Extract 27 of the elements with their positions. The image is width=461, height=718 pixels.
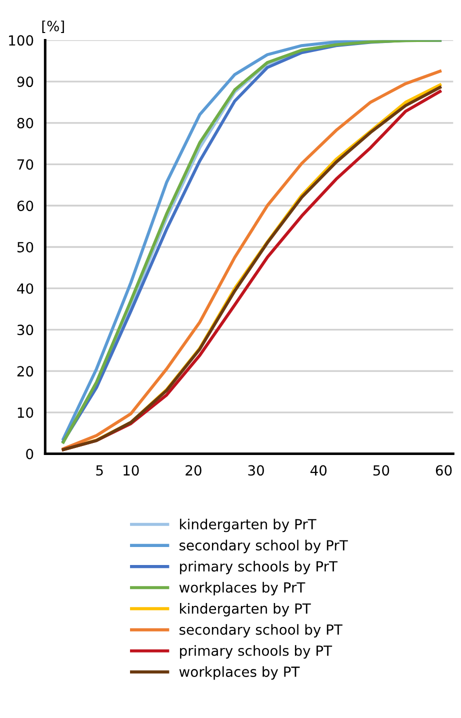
legend-label: secondary school by PrT [180,540,348,554]
y-tick-label: 100 [9,35,34,46]
y-tick-label: 70 [18,159,34,170]
x-tick-label: 10 [124,465,139,476]
y-tick-label: 90 [17,76,34,88]
legend-label: kindergarten by PrT [180,518,316,532]
y-axis-title: [%] [42,20,64,33]
y-tick-label: 20 [17,366,34,377]
y-tick-label: 60 [17,200,34,212]
x-tick-label: 40 [310,465,327,476]
x-tick-label: 60 [436,465,452,476]
y-tick-label: 50 [17,242,34,252]
x-tick-label: 5 [96,465,103,476]
legend-label: primary schools by PT [180,645,332,659]
legend-label: workplaces by PrT [179,582,306,596]
x-tick-label: 20 [186,465,202,476]
y-tick-label: 40 [17,283,34,294]
y-tick-label: 30 [17,324,34,336]
legend-label: workplaces by PT [179,666,300,680]
y-tick-label: 80 [17,118,34,128]
x-tick-label: 30 [248,465,264,476]
x-tick-label: 50 [373,465,390,476]
y-tick-label: 10 [18,407,34,418]
legend-label: kindergarten by PT [180,603,311,616]
y-tick-label: 0 [26,448,34,460]
legend-label: primary schools by PrT [180,560,338,574]
legend-label: secondary school by PT [180,624,342,638]
